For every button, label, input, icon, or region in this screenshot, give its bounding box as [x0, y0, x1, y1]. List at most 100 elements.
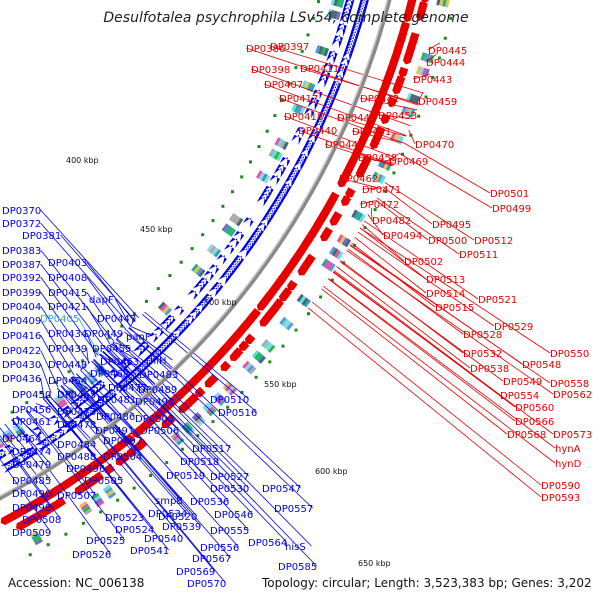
- feature-block: [102, 484, 112, 492]
- feature-block: [0, 440, 3, 448]
- reverse-gene-label: DP0370: [2, 206, 41, 217]
- feature-block: [353, 210, 361, 220]
- reverse-gene-arrow: [187, 289, 198, 301]
- reverse-gene-arrow: [208, 264, 220, 275]
- forward-gene-label: DP0511: [459, 250, 498, 261]
- reverse-gene-arrow: [173, 305, 185, 316]
- label-leader-line: [86, 261, 135, 323]
- reverse-gene-arrow: [300, 147, 311, 158]
- forward-gene-arrow: [402, 53, 413, 65]
- forward-gene-label: DP0453: [378, 111, 417, 122]
- reverse-gene-arrow: [31, 426, 42, 438]
- forward-gene-label: DP0494: [383, 231, 422, 242]
- label-leader-line: [126, 329, 313, 509]
- forward-gene-label: DP0472: [360, 200, 399, 211]
- forward-gene-arrow: [259, 315, 270, 327]
- feature-block: [59, 401, 68, 409]
- reverse-gene-label: DP0567: [192, 554, 231, 565]
- reverse-gene-arrow: [304, 108, 315, 119]
- label-leader-line: [263, 83, 407, 136]
- label-leader-line: [42, 393, 51, 399]
- label-leader-line: [82, 367, 135, 417]
- label-leader-line: [361, 187, 383, 190]
- feature-block: [242, 360, 250, 369]
- rna-marker: [254, 375, 258, 379]
- label-leader-line: [107, 346, 249, 489]
- scale-marks: 400 kbp 450 kbp 500 kbp 550 kbp 600 kbp 650 k…: [66, 156, 391, 568]
- forward-gene-arrow: [238, 340, 250, 351]
- forward-gene-arrow: [16, 519, 27, 531]
- feature-block: [426, 53, 432, 63]
- label-leader-line: [48, 394, 123, 481]
- reverse-gene-label: DP0556: [200, 543, 239, 554]
- reverse-gene-label: DP0434: [48, 329, 87, 340]
- forward-gene-label: DP0528: [463, 330, 502, 341]
- feature-block: [303, 299, 311, 308]
- feature-block: [191, 263, 199, 272]
- feature-block: [332, 10, 338, 20]
- feature-block: [328, 263, 336, 272]
- reverse-gene-label: DP0516: [218, 408, 257, 419]
- label-leader-lines: [0, 42, 556, 584]
- label-leader-line: [99, 354, 253, 515]
- reverse-gene-label: DP0455: [92, 344, 131, 355]
- rna-marker: [431, 76, 435, 79]
- label-leader-line: [269, 45, 424, 94]
- reverse-gene-label: DP0461: [12, 417, 51, 428]
- label-leader-line: [297, 129, 394, 166]
- label-leader-line: [80, 363, 87, 371]
- reverse-gene-arrow: [259, 216, 271, 228]
- reverse-gene-arrow: [284, 177, 295, 188]
- label-leader-line: [328, 278, 516, 422]
- feature-block: [79, 500, 88, 508]
- label-leader-line: [339, 261, 504, 382]
- reverse-gene-label: DP0381: [22, 231, 61, 242]
- forward-gene-arrow: [194, 386, 206, 398]
- label-leader-line: [116, 338, 177, 390]
- feature-block: [321, 258, 329, 267]
- reverse-gene-label: DP0481: [97, 395, 136, 406]
- label-leader-line: [86, 332, 97, 358]
- feature-block: [299, 107, 306, 116]
- rna-marker: [132, 486, 136, 490]
- feature-block: [333, 0, 339, 7]
- forward-gene-arrow: [278, 290, 290, 302]
- reverse-gene-label: DP0405: [40, 314, 79, 325]
- reverse-gene-label: DP0415: [48, 288, 87, 299]
- feature-block: [263, 340, 271, 350]
- forward-gene-arrow: [415, 10, 426, 21]
- reverse-gene-arrow: [357, 4, 367, 15]
- forward-gene-arrow: [403, 11, 413, 23]
- forward-gene-arrow: [229, 350, 241, 362]
- reverse-gene-label: DP0484: [57, 440, 96, 451]
- label-leader-line: [99, 354, 179, 431]
- forward-gene-arrow: [256, 299, 268, 311]
- reverse-gene-label: DP0489: [138, 385, 177, 396]
- feature-block: [286, 322, 294, 331]
- reverse-gene-arrow: [0, 468, 1, 479]
- reverse-gene-arrow: [159, 320, 170, 332]
- genome-backbone: [0, 0, 392, 501]
- forward-gene-label: DP0495: [432, 220, 471, 231]
- feature-block: [271, 149, 278, 159]
- label-leader-line: [40, 334, 67, 382]
- label-leader-line: [359, 200, 376, 205]
- forward-gene-label: DP0441: [337, 113, 376, 124]
- reverse-gene-arrow: [350, 25, 361, 35]
- reverse-gene-arrow: [99, 394, 110, 406]
- reverse-gene-arrow: [48, 415, 60, 426]
- rna-marker: [249, 160, 252, 164]
- feature-block: [104, 487, 113, 495]
- feature-block: [170, 431, 179, 439]
- label-leader-line: [16, 415, 51, 452]
- rna-marker: [373, 208, 377, 212]
- feature-block: [244, 362, 252, 371]
- rna-marker: [311, 16, 315, 20]
- reverse-gene-arrow: [335, 68, 346, 79]
- label-leader-line: [357, 156, 395, 164]
- reverse-gene-label: DP0526: [72, 550, 111, 561]
- feature-block: [34, 538, 43, 546]
- reverse-gene-label: DP0569: [176, 567, 215, 578]
- feature-block: [191, 411, 200, 420]
- label-leader-line: [40, 222, 131, 327]
